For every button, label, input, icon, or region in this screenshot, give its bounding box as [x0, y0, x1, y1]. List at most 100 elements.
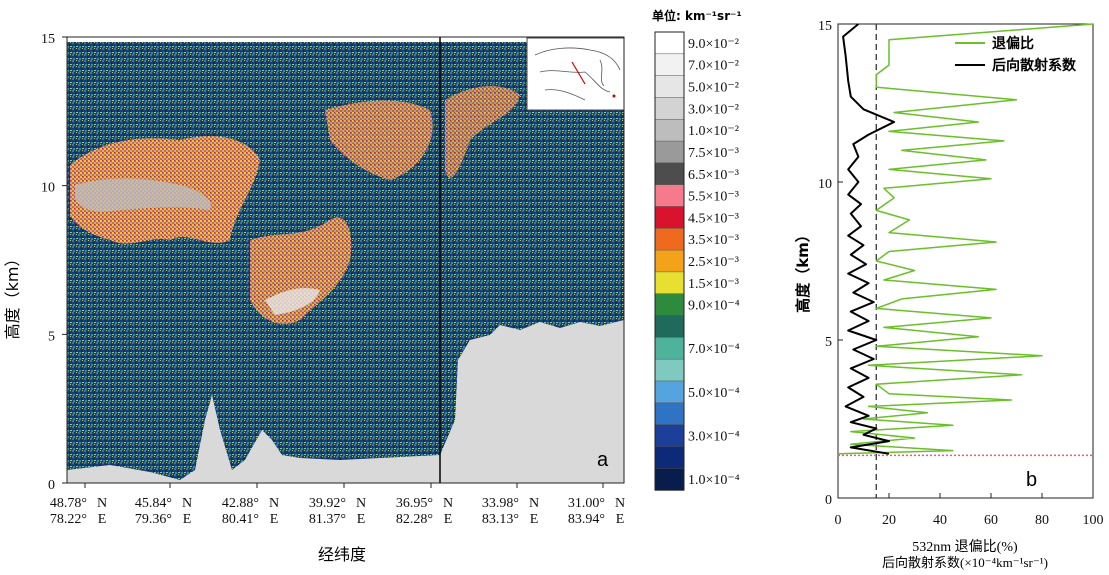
- colorbar-swatch: [654, 380, 685, 404]
- x-tick-lat: 31.00°: [568, 496, 605, 511]
- x-tick-label: 60: [984, 513, 998, 528]
- colorbar-label: 3.5×10⁻³: [688, 233, 739, 248]
- x-tick-lon: 81.37°: [309, 512, 346, 527]
- x-tick-label: 80: [1035, 513, 1049, 528]
- colorbar-swatch: [654, 140, 685, 164]
- x-tick-ns: N: [615, 496, 625, 511]
- panel-a-y-label: 高度（km）: [3, 251, 22, 340]
- panel-b-label: b: [1026, 469, 1037, 491]
- colorbar-unit-label: 单位: km⁻¹sr⁻¹: [652, 8, 742, 23]
- x-tick-lat: 42.88°: [222, 496, 259, 511]
- colorbar-label: 1.5×10⁻³: [688, 277, 739, 292]
- x-tick-label: 40: [933, 513, 947, 528]
- colorbar-swatch: [654, 206, 685, 230]
- panel-a-x-label: 经纬度: [318, 545, 366, 564]
- x-tick-ew: E: [616, 512, 625, 527]
- panel-b-y-label: 高度（km）: [794, 227, 812, 313]
- colorbar-swatch: [654, 271, 685, 295]
- colorbar-label: 4.5×10⁻³: [688, 211, 739, 226]
- x-tick-ew: E: [270, 512, 279, 527]
- colorbar-swatch: [654, 53, 685, 77]
- legend: 退偏比 后向散射系数: [955, 35, 1077, 74]
- x-tick-ns: N: [443, 496, 453, 511]
- colorbar-swatch: [654, 97, 685, 120]
- x-tick-ew: E: [98, 512, 107, 527]
- colorbar-swatch: [654, 358, 685, 382]
- x-tick-lon: 79.36°: [135, 512, 172, 527]
- colorbar-swatch: [654, 402, 685, 426]
- x-tick-ns: N: [529, 496, 539, 511]
- colorbar-label: 5.0×10⁻⁴: [688, 386, 740, 401]
- cloud-layer-upper: [325, 100, 433, 180]
- colorbar-label: 7.5×10⁻³: [688, 146, 739, 161]
- inset-map: [526, 37, 624, 111]
- x-tick-ns: N: [269, 496, 279, 511]
- panel-b-x-axis: 0 20 40 60 80 100: [835, 493, 1104, 528]
- panel-a-frame: [66, 36, 625, 484]
- y-tick-label: 10: [818, 177, 832, 192]
- series-depolarization-ratio: [837, 23, 1094, 455]
- panel-b-frame: [837, 23, 1094, 499]
- panel-b-x-label-line2: 后向散射系数(×10⁻⁴km⁻¹sr⁻¹): [882, 555, 1048, 570]
- x-tick-lat: 36.95°: [396, 496, 433, 511]
- panel-a-y-axis: 0 5 10 15: [41, 32, 67, 493]
- colorbar-label: 1.0×10⁻⁴: [688, 473, 740, 488]
- colorbar-swatch: [654, 446, 685, 469]
- y-tick-label: 0: [825, 493, 832, 508]
- x-tick-label: 20: [882, 513, 896, 528]
- colorbar-label: 7.0×10⁻²: [688, 59, 739, 74]
- x-tick-lat: 45.84°: [135, 496, 172, 511]
- y-tick-label: 5: [825, 335, 832, 350]
- colorbar-label: 7.0×10⁻⁴: [688, 342, 740, 357]
- x-tick-ns: N: [356, 496, 366, 511]
- x-tick-lon: 78.22°: [50, 512, 87, 527]
- colorbar-label: 6.5×10⁻³: [688, 168, 739, 183]
- colorbar-swatch: [654, 337, 685, 360]
- colorbar-swatch: [654, 75, 685, 99]
- cloud-layer-east: [445, 85, 520, 179]
- y-tick-label: 5: [48, 329, 55, 344]
- legend-label-backscatter: 后向散射系数: [992, 57, 1077, 74]
- colorbar-label: 2.5×10⁻³: [688, 255, 739, 270]
- panel-b-x-label-line1: 532nm 退偏比(%): [912, 539, 1018, 555]
- colorbar-swatch: [654, 31, 685, 55]
- colorbar: 单位: km⁻¹sr⁻¹ 9.0×10⁻² 7.0×10⁻² 5.0×10⁻² 3.0…: [652, 8, 742, 491]
- x-tick-lon: 80.41°: [222, 512, 259, 527]
- colorbar-label: 3.0×10⁻⁴: [688, 429, 740, 444]
- x-tick-label: 0: [835, 513, 842, 528]
- colorbar-label: 5.0×10⁻²: [688, 81, 739, 96]
- y-tick-label: 0: [48, 478, 55, 493]
- colorbar-swatch: [654, 315, 685, 339]
- colorbar-swatch: [654, 162, 685, 186]
- panel-a-x-axis: 48.78°78.22°NE45.84°79.36°NE42.88°80.41°…: [50, 483, 625, 527]
- colorbar-swatch: [654, 249, 685, 273]
- backscatter-curtain: [67, 37, 624, 483]
- x-tick-lat: 33.98°: [482, 496, 519, 511]
- x-tick-ns: N: [97, 496, 107, 511]
- x-tick-lat: 39.92°: [309, 496, 346, 511]
- y-tick-label: 15: [818, 19, 832, 34]
- colorbar-swatch: [654, 293, 685, 317]
- colorbar-label: 9.0×10⁻²: [688, 37, 739, 52]
- colorbar-label: 5.5×10⁻³: [688, 190, 739, 205]
- x-tick-ew: E: [444, 512, 453, 527]
- colorbar-label: 9.0×10⁻⁴: [688, 299, 740, 314]
- legend-label-depol: 退偏比: [992, 35, 1034, 52]
- colorbar-swatch: [654, 118, 685, 142]
- panel-a-label: a: [597, 449, 609, 471]
- colorbar-swatch: [654, 467, 685, 491]
- colorbar-swatch: [654, 228, 685, 251]
- x-tick-ns: N: [182, 496, 192, 511]
- x-tick-ew: E: [530, 512, 539, 527]
- colorbar-swatch: [654, 184, 685, 208]
- y-tick-label: 10: [41, 181, 55, 196]
- x-tick-label: 100: [1083, 513, 1104, 528]
- series-backscatter-coefficient: [842, 23, 896, 455]
- panel-b-y-axis: 0 5 10 15: [818, 19, 843, 508]
- terrain: [67, 320, 624, 483]
- x-tick-lon: 83.13°: [482, 512, 519, 527]
- colorbar-label: 3.0×10⁻²: [688, 102, 739, 117]
